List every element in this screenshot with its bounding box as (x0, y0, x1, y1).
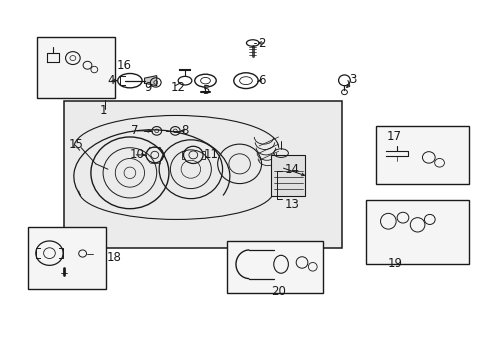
Bar (37, 37, 115, 98)
Bar (366, 200, 468, 264)
Bar (27, 226, 105, 289)
Text: 13: 13 (284, 198, 299, 211)
Text: 15: 15 (69, 138, 83, 150)
Text: 8: 8 (181, 124, 188, 138)
Text: 20: 20 (271, 285, 285, 298)
Bar (64, 101, 341, 248)
Text: 5: 5 (202, 84, 209, 97)
Text: 6: 6 (258, 74, 265, 87)
Text: 18: 18 (107, 251, 122, 264)
Text: 11: 11 (203, 148, 218, 161)
Text: 19: 19 (386, 257, 402, 270)
Text: 9: 9 (144, 81, 152, 94)
Text: 7: 7 (131, 124, 138, 138)
Text: 4: 4 (107, 74, 114, 87)
Bar (375, 126, 468, 184)
Text: 3: 3 (348, 73, 355, 86)
Text: 10: 10 (129, 148, 144, 161)
Bar (271, 155, 305, 196)
Text: 12: 12 (170, 81, 185, 94)
Text: 17: 17 (386, 130, 401, 143)
Text: 16: 16 (117, 59, 131, 72)
Text: 14: 14 (284, 163, 299, 176)
Bar (227, 241, 322, 293)
Text: 2: 2 (257, 36, 264, 50)
Polygon shape (144, 76, 157, 86)
Text: 1: 1 (100, 104, 107, 117)
